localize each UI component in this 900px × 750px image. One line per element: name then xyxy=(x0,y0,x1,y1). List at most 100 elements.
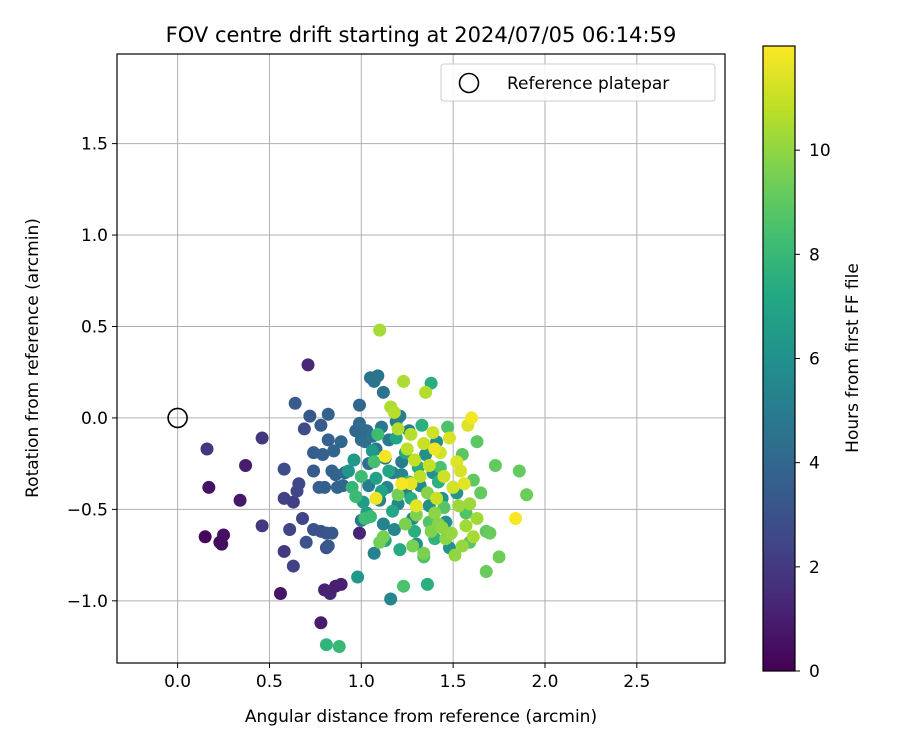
data-point xyxy=(470,435,484,449)
data-point xyxy=(417,437,431,451)
data-point xyxy=(509,512,523,526)
data-point xyxy=(437,469,451,483)
grid-lines xyxy=(117,54,725,663)
data-point xyxy=(391,488,405,502)
data-point xyxy=(327,444,341,458)
data-point xyxy=(426,426,440,440)
data-point xyxy=(488,458,502,472)
data-point xyxy=(321,433,335,447)
data-point xyxy=(474,486,488,500)
data-point xyxy=(233,493,247,507)
data-point xyxy=(286,559,300,573)
colorbar-tick-label: 6 xyxy=(809,350,820,370)
data-point xyxy=(303,409,317,423)
y-tick-label: −0.5 xyxy=(67,500,108,520)
colorbar-ticks: 0 2 4 6 8 10 xyxy=(795,141,831,682)
data-point xyxy=(352,526,366,540)
data-point xyxy=(466,530,480,544)
data-point xyxy=(446,480,460,494)
colorbar-tick-label: 2 xyxy=(809,558,820,578)
data-point xyxy=(314,616,328,630)
legend-marker-icon xyxy=(458,72,480,94)
data-point xyxy=(398,517,412,531)
data-point xyxy=(391,422,405,436)
data-point xyxy=(470,512,484,526)
plot-area-frame xyxy=(116,53,726,664)
data-point xyxy=(422,458,436,472)
colorbar-tick-label: 10 xyxy=(809,141,831,161)
data-point xyxy=(420,577,434,591)
y-tick-label: 0.5 xyxy=(81,317,108,337)
legend-box xyxy=(440,63,716,102)
data-point xyxy=(465,411,479,425)
data-point xyxy=(200,442,214,456)
data-point xyxy=(288,396,302,410)
data-point xyxy=(386,504,400,518)
y-tick-label: 1.0 xyxy=(81,226,108,246)
data-point xyxy=(369,491,383,505)
data-point xyxy=(404,477,418,491)
x-tick-label: 0.0 xyxy=(164,672,191,692)
data-point xyxy=(387,405,401,419)
colorbar-tick-label: 0 xyxy=(809,662,820,682)
data-point xyxy=(321,539,335,553)
data-point xyxy=(483,526,497,540)
x-axis-ticks: 0.0 0.5 1.0 1.5 2.0 2.5 xyxy=(164,663,650,692)
data-point xyxy=(442,431,456,445)
data-point xyxy=(419,385,433,399)
colorbar-gradient xyxy=(762,45,796,672)
data-points xyxy=(198,323,534,654)
data-point xyxy=(349,490,363,504)
data-point xyxy=(373,323,387,337)
data-point xyxy=(382,464,396,478)
data-point xyxy=(371,369,385,383)
data-point xyxy=(307,464,321,478)
data-point xyxy=(428,442,442,456)
data-point xyxy=(351,570,365,584)
data-point xyxy=(202,480,216,494)
x-axis-label: Angular distance from reference (arcmin) xyxy=(245,707,597,727)
data-point xyxy=(397,374,411,388)
data-point xyxy=(334,577,348,591)
data-point xyxy=(448,548,462,562)
data-point xyxy=(367,546,381,560)
y-tick-label: −1.0 xyxy=(67,592,108,612)
data-point xyxy=(387,522,401,536)
data-point xyxy=(332,640,346,654)
data-point xyxy=(455,539,469,553)
data-point xyxy=(354,469,368,483)
data-point xyxy=(520,488,534,502)
x-tick-label: 1.5 xyxy=(440,672,467,692)
x-tick-label: 0.5 xyxy=(256,672,283,692)
data-point xyxy=(198,530,212,544)
data-point xyxy=(341,464,355,478)
data-point xyxy=(319,638,333,652)
colorbar-label: Hours from first FF file xyxy=(843,263,863,453)
data-point xyxy=(255,519,269,533)
data-point xyxy=(299,535,313,549)
chart-title: FOV centre drift starting at 2024/07/05 … xyxy=(166,23,677,47)
data-point xyxy=(325,526,339,540)
data-point xyxy=(453,464,467,478)
data-point xyxy=(444,526,458,540)
data-point xyxy=(408,524,422,538)
data-point xyxy=(492,550,506,564)
data-point xyxy=(352,398,366,412)
data-point xyxy=(376,517,390,531)
data-point xyxy=(255,431,269,445)
data-point xyxy=(365,444,379,458)
y-axis-label: Rotation from reference (arcmin) xyxy=(23,218,43,498)
data-point xyxy=(371,427,385,441)
data-point xyxy=(441,420,455,434)
data-point xyxy=(239,458,253,472)
data-point xyxy=(400,442,414,456)
data-point xyxy=(217,528,231,542)
data-point xyxy=(393,543,407,557)
y-tick-label: 0.0 xyxy=(81,409,108,429)
data-point xyxy=(286,495,300,509)
data-point xyxy=(413,469,427,483)
data-point xyxy=(408,453,422,467)
colorbar-tick-label: 4 xyxy=(809,454,820,474)
data-point xyxy=(376,385,390,399)
data-point xyxy=(318,480,332,494)
